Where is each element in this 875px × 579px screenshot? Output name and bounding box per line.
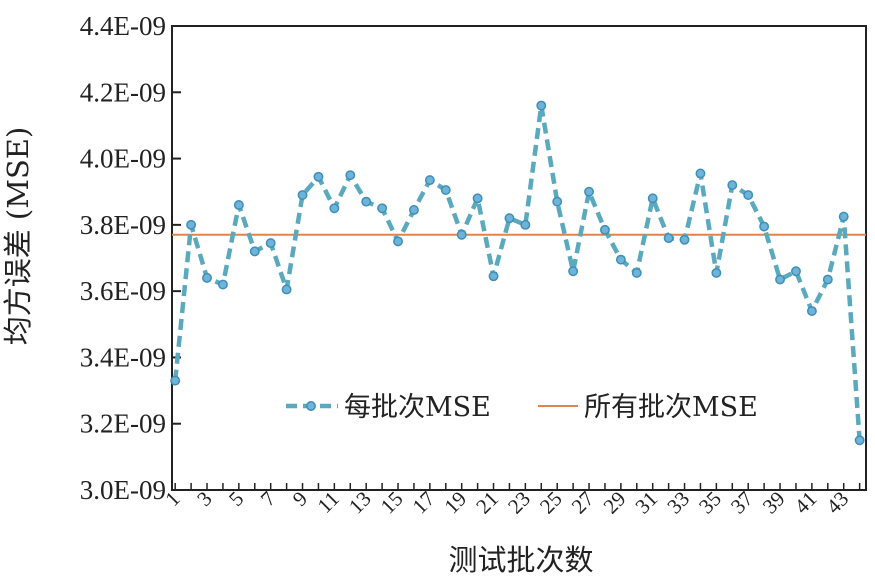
plot-area [171,25,867,491]
data-point [361,196,372,207]
legend-marker [306,401,316,411]
x-tick-label: 21 [471,487,503,519]
data-point [408,204,419,215]
y-tick-label: 4.2E-09 [80,77,166,107]
data-point [806,306,817,316]
data-point [393,236,403,247]
data-point [615,254,626,265]
data-point [743,190,754,200]
data-point [186,219,197,230]
data-point [217,279,228,290]
x-tick-label: 17 [408,487,440,519]
x-axis-title: 测试批次数 [448,543,593,577]
y-tick-label: 4.0E-09 [80,144,166,174]
data-point [568,266,579,277]
data-point [488,271,499,282]
x-tick-label: 11 [313,487,344,518]
data-point [711,267,722,278]
data-point [281,284,292,295]
data-point [600,224,610,235]
data-point [679,234,690,245]
x-tick-label: 33 [662,487,694,519]
y-tick-label: 3.0E-09 [80,475,166,505]
data-point [584,186,594,197]
data-point [504,213,515,224]
x-tick-label: 41 [790,487,822,519]
data-point [170,375,181,386]
x-tick-label: 25 [535,487,567,519]
data-point [472,193,483,204]
y-tick-label: 3.2E-09 [80,409,166,439]
x-tick-label: 29 [599,487,631,519]
x-tick-label: 31 [630,487,662,519]
data-point [552,196,563,207]
data-point [822,274,833,285]
data-point [791,266,801,277]
y-tick-label: 3.8E-09 [80,210,166,240]
y-tick-label: 3.6E-09 [80,276,166,306]
legend-label-per-batch-mse: 每批次MSE [344,392,491,423]
data-point [297,190,308,200]
data-point [265,238,276,249]
x-tick-label: 43 [821,487,853,519]
data-point [647,193,658,204]
x-tick-label: 23 [503,487,535,519]
data-point [329,203,340,214]
data-point [759,221,770,232]
plot-frame [171,25,867,491]
data-point [345,170,356,181]
y-tick-label: 3.4E-09 [80,342,166,372]
x-tick-label: 39 [758,487,790,519]
y-axis: 3.0E-09 3.2E-09 3.4E-09 3.6E-09 3.8E-09 4.0E-… [80,11,181,505]
x-tick-label: 35 [694,487,726,519]
y-tick-label: 4.4E-09 [80,11,166,41]
y-axis-title: 均方误差 (MSE) [1,127,35,346]
data-point [424,175,435,186]
data-point [854,435,865,446]
x-tick-label: 13 [344,487,376,519]
data-point [377,203,388,214]
x-tick-label: 19 [439,487,471,519]
series-line-per-batch-mse [172,103,862,441]
data-point [663,233,674,244]
x-axis: 1 3 5 7 9 11 13 15 17 19 21 23 25 27 29 31 33 35 37 39 41 43 [160,483,861,519]
legend: 每批次MSE 所有批次MSE [286,392,758,423]
data-point [695,168,706,179]
data-point [456,229,467,240]
data-point [838,211,849,222]
x-tick-label: 37 [726,487,758,519]
x-tick-label: 27 [567,487,599,519]
series-layer [170,100,866,446]
data-point [440,185,451,196]
data-point [233,200,244,210]
data-point [631,267,642,278]
x-tick-label: 15 [376,487,408,519]
data-point [775,274,785,285]
data-point [520,219,531,230]
legend-label-all-batches-mse: 所有批次MSE [584,392,758,423]
data-point [313,171,324,182]
data-point [249,246,260,257]
data-point [727,180,738,191]
data-point [536,100,547,111]
data-point [202,272,212,283]
